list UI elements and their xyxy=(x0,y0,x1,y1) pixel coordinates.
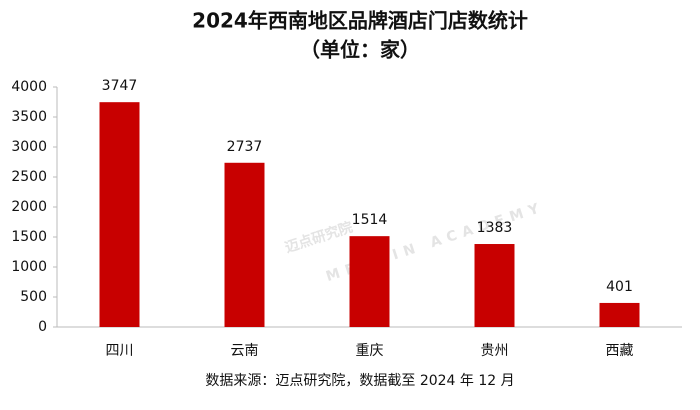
chart-subtitle: （单位：家） xyxy=(300,38,420,62)
y-tick-label: 500 xyxy=(20,289,47,305)
chart-title: 2024年西南地区品牌酒店门店数统计 xyxy=(192,9,528,33)
x-tick-label: 四川 xyxy=(106,343,134,359)
source-note: 数据来源：迈点研究院，数据截至 2024 年 12 月 xyxy=(205,373,514,389)
bar xyxy=(474,244,515,327)
bar xyxy=(349,236,390,327)
watermark: 迈点研究院 xyxy=(283,219,355,257)
data-label: 1383 xyxy=(477,220,513,236)
y-tick-label: 4000 xyxy=(11,79,47,95)
x-tick-label: 云南 xyxy=(231,343,259,359)
y-tick-label: 3500 xyxy=(11,109,47,125)
data-label: 1514 xyxy=(352,212,388,228)
y-tick-label: 2000 xyxy=(11,199,47,215)
y-tick-label: 0 xyxy=(38,319,47,335)
x-tick-label: 重庆 xyxy=(356,343,384,359)
data-label: 3747 xyxy=(102,78,138,94)
data-label: 2737 xyxy=(227,139,263,155)
y-tick-label: 1500 xyxy=(11,229,47,245)
x-tick-label: 贵州 xyxy=(481,343,509,359)
bar xyxy=(224,162,265,327)
y-tick-label: 2500 xyxy=(11,169,47,185)
y-tick-label: 1000 xyxy=(11,259,47,275)
y-tick-label: 3000 xyxy=(11,139,47,155)
bar xyxy=(599,302,640,327)
x-tick-label: 西藏 xyxy=(606,343,634,359)
bar xyxy=(99,102,140,328)
data-label: 401 xyxy=(606,279,633,295)
